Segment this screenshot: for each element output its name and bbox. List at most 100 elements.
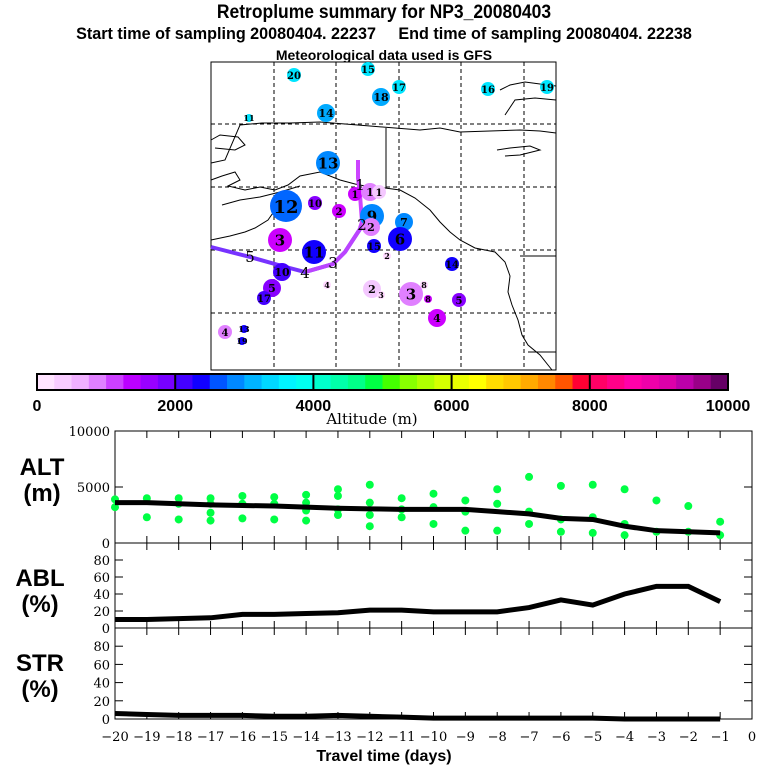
y-tick-label: 40 — [93, 588, 110, 603]
cluster-marker: 5 — [452, 293, 466, 307]
y-tick-label: 40 — [93, 677, 110, 692]
cluster-marker: 15 — [367, 239, 381, 253]
str-label-line2: (%) — [21, 676, 59, 703]
altitude-scatter-point — [365, 480, 374, 489]
colorbar-tick-label: 6000 — [434, 398, 470, 415]
cluster-day-label: 11 — [243, 113, 254, 123]
colorbar-swatch — [278, 374, 297, 390]
cluster-marker: 2 — [332, 204, 346, 218]
cluster-marker: 2 — [363, 280, 381, 298]
cluster-circle — [362, 218, 380, 236]
alt-panel-label: ALT (m) — [2, 455, 82, 507]
altitude-scatter-point — [684, 502, 693, 511]
colorbar-swatch — [503, 374, 522, 390]
x-tick-label: −14 — [292, 730, 319, 745]
colorbar-swatch — [658, 374, 677, 390]
coastline — [210, 121, 557, 164]
coastline — [221, 185, 301, 206]
x-tick-label: −8 — [488, 730, 507, 745]
y-tick-label: 20 — [93, 695, 110, 710]
colorbar-swatch — [54, 374, 73, 390]
altitude-scatter-point — [525, 519, 534, 528]
colorbar-swatch — [382, 374, 401, 390]
altitude-scatter-point — [588, 528, 597, 537]
colorbar-swatch — [434, 374, 453, 390]
alt-panel: 0 5000 10000 — [69, 425, 753, 552]
cluster-day-label: 3 — [378, 290, 384, 300]
cluster-marker: 17 — [257, 291, 271, 305]
y-tick-label: 60 — [93, 571, 110, 586]
cluster-marker: 19 — [236, 336, 248, 346]
coastline — [210, 209, 276, 241]
cluster-day-label: 8 — [425, 294, 431, 304]
colorbar-swatch — [572, 374, 591, 390]
colorbar-swatch — [347, 374, 366, 390]
coastline — [210, 134, 246, 151]
cluster-day-label: 3 — [406, 286, 416, 304]
y-tick-label: 80 — [93, 640, 110, 655]
coastline — [210, 171, 553, 371]
cluster-circle — [372, 88, 390, 106]
cluster-circle — [388, 227, 412, 251]
altitude-scatter-point — [652, 496, 661, 505]
altitude-scatter-point — [525, 472, 534, 481]
x-tick-label: −6 — [551, 730, 570, 745]
altitude-scatter-point — [429, 489, 438, 498]
trajectory-day-label: 1 — [355, 176, 365, 194]
colorbar-swatch — [676, 374, 694, 390]
cluster-circle — [287, 68, 301, 82]
altitude-scatter-point — [365, 511, 374, 519]
colorbar-swatch — [417, 374, 435, 390]
cluster-circle — [392, 80, 406, 94]
colorbar-swatch — [192, 374, 211, 390]
altitude-scatter-point — [493, 485, 502, 494]
cluster-marker: 8 — [424, 294, 432, 304]
colorbar-swatch — [37, 374, 55, 390]
altitude-scatter-point — [620, 531, 629, 540]
cluster-marker: 16 — [481, 82, 495, 96]
x-axis-title: Travel time (days) — [316, 748, 452, 765]
cluster-marker: 19 — [540, 80, 554, 94]
x-tick-label: −20 — [101, 730, 128, 745]
altitude-scatter-point — [365, 498, 374, 507]
x-tick-label: −12 — [356, 730, 383, 745]
trajectory-line — [304, 224, 364, 274]
colorbar-swatch — [451, 374, 470, 390]
cluster-circle — [238, 337, 246, 345]
colorbar-swatch — [330, 374, 349, 390]
cluster-day-label: 1 — [376, 188, 383, 199]
trajectory-day-label: 5 — [245, 248, 255, 266]
cluster-circle — [308, 196, 322, 210]
cluster-marker: 13 — [316, 151, 340, 175]
cluster-circle — [317, 104, 335, 122]
x-tick-label: −10 — [420, 730, 447, 745]
colorbar-swatch — [555, 374, 574, 390]
abl-panel-label: ABL (%) — [0, 566, 80, 618]
x-tick-label: −7 — [519, 730, 538, 745]
colorbar-tick-label: 2000 — [157, 398, 193, 415]
colorbar-swatch — [693, 374, 712, 390]
cluster-marker: 11 — [243, 113, 254, 123]
y-tick-label: 20 — [93, 605, 110, 620]
altitude-scatter-point — [142, 513, 151, 522]
coastline — [504, 97, 557, 116]
abl-label-line2: (%) — [21, 591, 59, 618]
altitude-scatter-point — [620, 485, 629, 494]
cluster-day-label: 14 — [318, 107, 334, 120]
str-label-line1: STR — [16, 650, 64, 677]
cluster-marker: 3 — [268, 228, 292, 252]
x-tick-label: −15 — [261, 730, 288, 745]
cluster-marker: 4 — [428, 309, 446, 327]
colorbar-axis-label: Altitude (m) — [325, 410, 417, 428]
x-tick-label: −17 — [197, 730, 224, 745]
cluster-day-label: 15 — [361, 65, 375, 76]
cluster-day-label: 4 — [433, 312, 441, 325]
cluster-marker: 7 — [395, 213, 413, 231]
cluster-marker: 4 — [218, 325, 232, 339]
colorbar-swatch — [641, 374, 660, 390]
colorbar-swatch — [486, 374, 504, 390]
str-panel-frame — [114, 627, 753, 720]
altitude-scatter-point — [588, 480, 597, 489]
cluster-circle — [218, 325, 232, 339]
